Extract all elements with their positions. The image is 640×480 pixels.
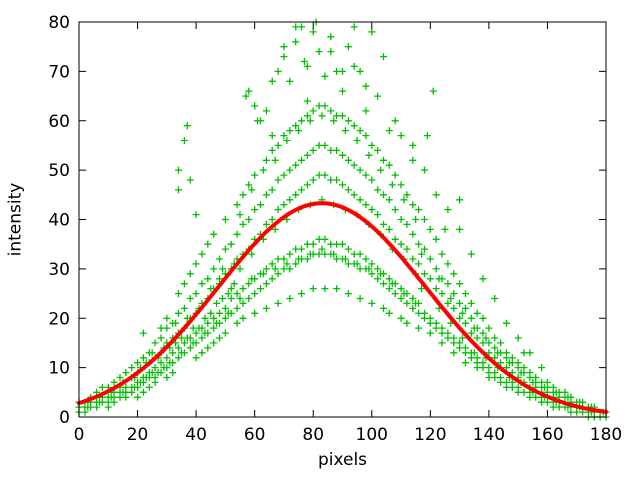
y-axis-title: intensity <box>5 182 26 257</box>
x-axis-title: pixels <box>317 450 368 470</box>
y-tick-label: 40 <box>48 211 70 231</box>
y-tick-label: 60 <box>48 112 70 132</box>
y-tick-label: 80 <box>48 13 70 33</box>
y-tick-label: 50 <box>48 161 70 181</box>
x-tick-label: 140 <box>473 425 505 445</box>
x-tick-label: 80 <box>302 425 324 445</box>
x-tick-label: 120 <box>414 425 446 445</box>
x-tick-label: 180 <box>590 425 622 445</box>
y-tick-label: 0 <box>59 408 70 428</box>
y-tick-label: 20 <box>48 309 70 329</box>
fit-curve <box>77 201 608 414</box>
x-tick-label: 0 <box>74 425 85 445</box>
y-tick-label: 70 <box>48 62 70 82</box>
x-tick-label: 160 <box>531 425 563 445</box>
y-tick-label: 10 <box>48 359 70 379</box>
x-tick-label: 20 <box>127 425 149 445</box>
x-tick-label: 40 <box>185 425 207 445</box>
x-tick-label: 60 <box>244 425 266 445</box>
x-tick-label: 100 <box>356 425 388 445</box>
y-tick-label: 30 <box>48 260 70 280</box>
